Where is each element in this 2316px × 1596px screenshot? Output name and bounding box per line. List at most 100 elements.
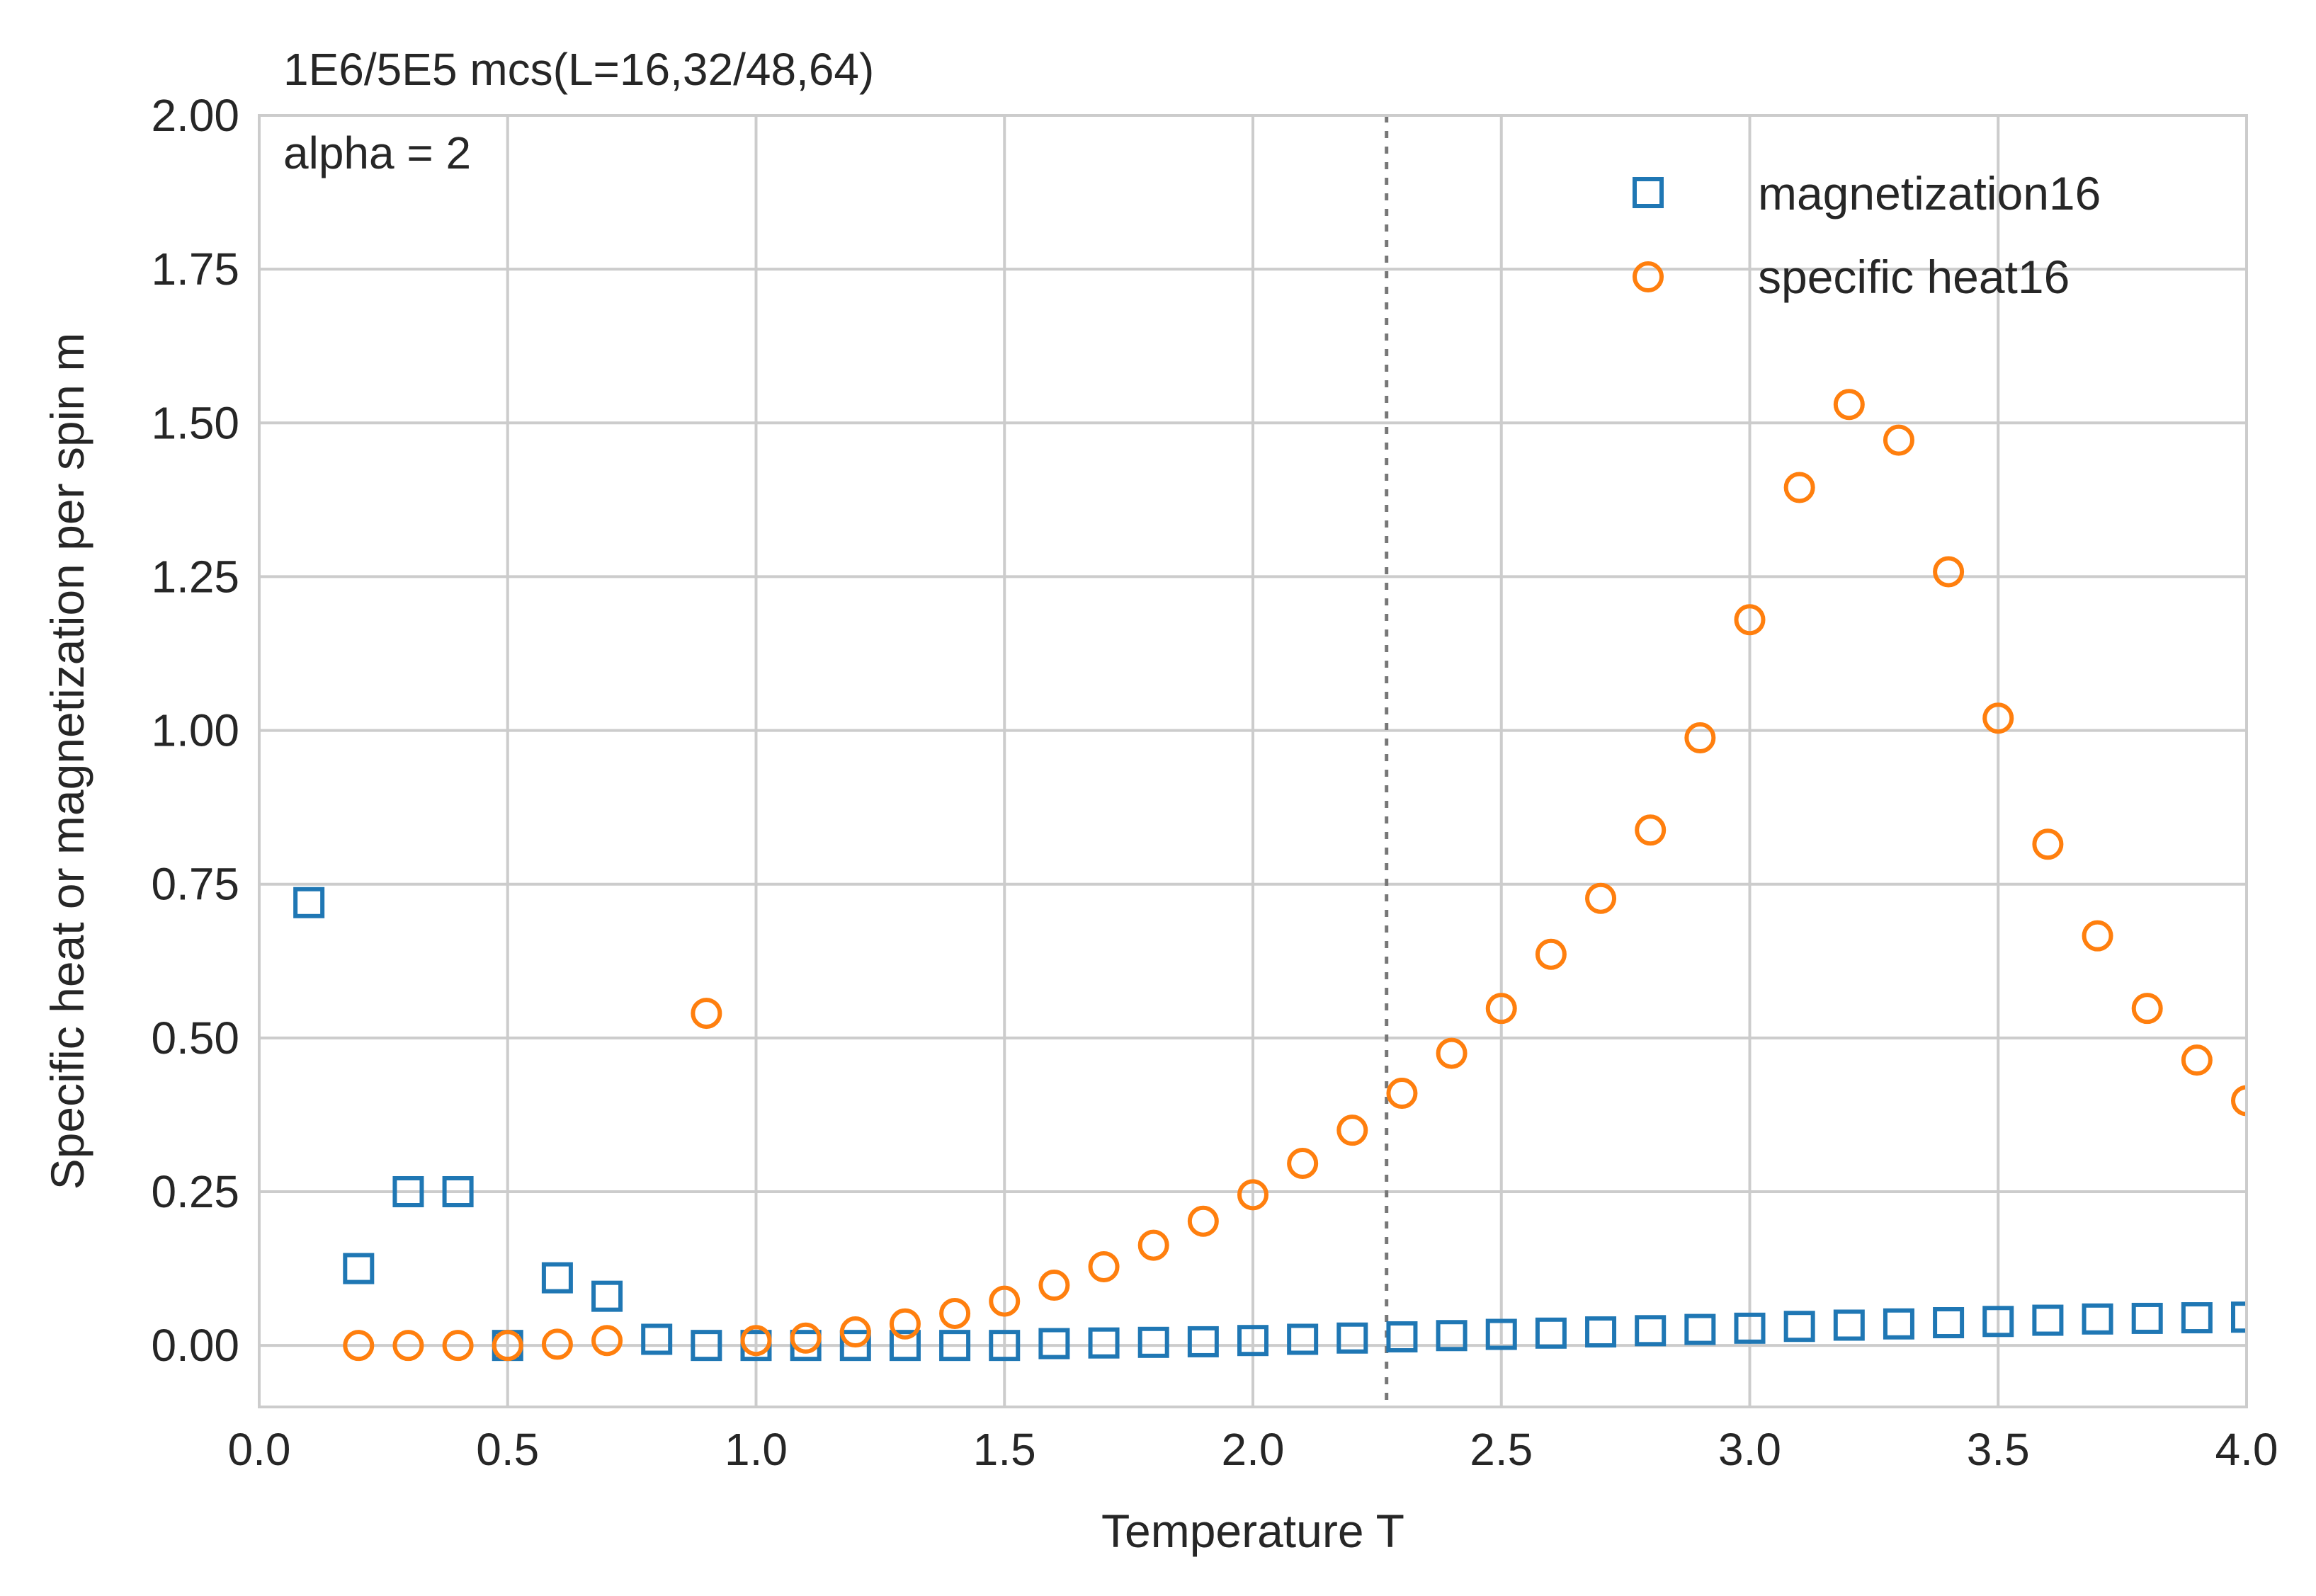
magnetization-point — [939, 1330, 971, 1362]
specific-heat-point — [1485, 993, 1517, 1025]
alpha-annotation: alpha = 2 — [283, 127, 471, 178]
magnetization-point — [1237, 1325, 1268, 1357]
specific-heat-point — [1436, 1037, 1468, 1069]
magnetization-point — [2032, 1304, 2064, 1336]
series-specific-heat16 — [343, 389, 2247, 1362]
magnetization-point — [1982, 1306, 2014, 1338]
magnetization-point — [541, 1262, 573, 1294]
specific-heat-point — [492, 1330, 523, 1362]
specific-heat-point — [1833, 389, 1865, 421]
specific-heat-point — [541, 1328, 573, 1360]
y-tick-label: 0.50 — [151, 1013, 239, 1064]
specific-heat-point — [1883, 424, 1914, 456]
magnetization-point — [1485, 1318, 1517, 1350]
specific-heat-point — [790, 1322, 822, 1354]
specific-heat-point — [591, 1325, 623, 1357]
specific-heat-point — [2082, 920, 2113, 952]
chart-title: 1E6/5E5 mcs(L=16,32/48,64) — [283, 44, 874, 95]
x-axis-label: Temperature T — [1101, 1505, 1404, 1557]
specific-heat-point — [1088, 1250, 1120, 1282]
magnetization-point — [839, 1330, 871, 1362]
specific-heat-point — [740, 1325, 772, 1357]
specific-heat-point — [1684, 722, 1716, 753]
magnetization-point — [1088, 1327, 1120, 1359]
y-axis-label: Specific heat or magnetization per spin … — [41, 333, 93, 1190]
specific-heat-point — [343, 1330, 375, 1362]
magnetization-point — [293, 887, 325, 918]
specific-heat-point — [1982, 702, 2014, 734]
magnetization-point — [1783, 1311, 1815, 1343]
magnetization-point — [2231, 1301, 2247, 1333]
magnetization-point — [2181, 1302, 2213, 1334]
legend-label-specific-heat16: specific heat16 — [1758, 251, 2070, 303]
x-tick-label: 3.0 — [1718, 1424, 1781, 1475]
specific-heat-point — [1933, 556, 1965, 588]
magnetization-point — [1386, 1321, 1418, 1352]
magnetization-point — [1684, 1313, 1716, 1345]
magnetization-point — [889, 1330, 921, 1362]
x-tick-label: 2.0 — [1222, 1424, 1285, 1475]
magnetization-point — [1883, 1308, 1914, 1340]
x-tick-label: 0.0 — [228, 1424, 291, 1475]
specific-heat-point — [1386, 1078, 1418, 1110]
magnetization-point — [1436, 1320, 1468, 1352]
specific-heat-point — [1635, 814, 1667, 846]
data-marks — [293, 389, 2247, 1362]
magnetization-point — [343, 1253, 375, 1284]
specific-heat-point — [691, 998, 722, 1030]
magnetization-point — [1336, 1322, 1368, 1354]
magnetization-point — [641, 1323, 673, 1355]
legend-marker-specific-heat16 — [1633, 261, 1664, 292]
magnetization-point — [591, 1280, 623, 1312]
specific-heat-point — [939, 1297, 971, 1329]
legend-marker-magnetization16 — [1633, 177, 1664, 208]
magnetization-point — [989, 1330, 1021, 1362]
y-tick-label: 0.25 — [151, 1166, 239, 1217]
specific-heat-point — [2181, 1044, 2213, 1076]
x-tick-label: 2.5 — [1470, 1424, 1533, 1475]
specific-heat-point — [1535, 938, 1567, 970]
magnetization-point — [1287, 1323, 1319, 1355]
x-tick-label: 1.5 — [973, 1424, 1036, 1475]
magnetization-point — [1585, 1316, 1617, 1348]
x-tick-label: 0.5 — [476, 1424, 539, 1475]
specific-heat-point — [1187, 1205, 1219, 1237]
specific-heat-point — [1783, 472, 1815, 503]
magnetization-point — [1734, 1312, 1766, 1344]
y-tick-label: 1.00 — [151, 705, 239, 756]
magnetization-point — [1535, 1317, 1567, 1349]
specific-heat-point — [392, 1330, 424, 1362]
specific-heat-point — [2131, 993, 2163, 1025]
specific-heat-point — [889, 1308, 921, 1340]
specific-heat-point — [2231, 1085, 2247, 1117]
y-tick-label: 2.00 — [151, 90, 239, 141]
legend-label-magnetization16: magnetization16 — [1758, 167, 2101, 220]
y-tick-label: 0.75 — [151, 859, 239, 910]
specific-heat-point — [1287, 1148, 1319, 1180]
magnetization-point — [2082, 1303, 2113, 1335]
legend: magnetization16 specific heat16 — [1633, 167, 2101, 303]
magnetization-point — [1933, 1307, 1965, 1339]
specific-heat-point — [1734, 604, 1766, 636]
specific-heat-point — [2032, 828, 2064, 860]
specific-heat-point — [1038, 1270, 1070, 1301]
magnetization-point — [392, 1176, 424, 1207]
series-magnetization16 — [293, 887, 2247, 1362]
specific-heat-point — [1585, 882, 1617, 914]
tick-labels: 0.0 0.5 1.0 1.5 2.0 2.5 3.0 3.5 4.0 0.00 0.25 0.50 0… — [151, 90, 2278, 1475]
x-tick-label: 1.0 — [725, 1424, 788, 1475]
specific-heat-point — [1137, 1229, 1169, 1261]
magnetization-point — [2131, 1302, 2163, 1334]
specific-heat-point — [1336, 1115, 1368, 1146]
x-tick-label: 3.5 — [1967, 1424, 2030, 1475]
magnetization-point — [1635, 1315, 1667, 1347]
magnetization-point — [1833, 1309, 1865, 1341]
magnetization-point — [1038, 1328, 1070, 1360]
x-tick-label: 4.0 — [2215, 1424, 2278, 1475]
specific-heat-point — [1237, 1179, 1268, 1211]
specific-heat-point — [989, 1285, 1021, 1317]
y-tick-label: 1.50 — [151, 397, 239, 448]
specific-heat-point — [839, 1316, 871, 1348]
y-tick-label: 1.75 — [151, 244, 239, 295]
